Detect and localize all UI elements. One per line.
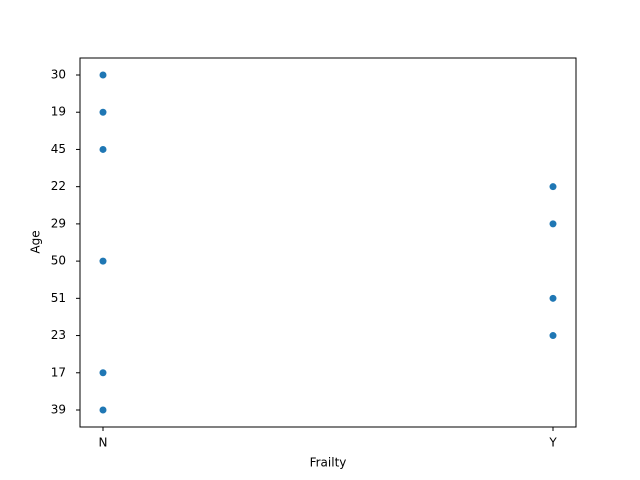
y-tick-label: 39 <box>51 403 66 417</box>
y-axis-label: Age <box>29 230 43 253</box>
x-axis-label: Frailty <box>310 456 347 470</box>
y-tick-label: 50 <box>51 254 66 268</box>
point <box>99 108 107 116</box>
point <box>549 294 557 302</box>
y-tick-label: 22 <box>51 179 66 193</box>
y-tick-label: 17 <box>51 365 66 379</box>
y-tick-label: 29 <box>51 216 66 230</box>
point <box>99 406 107 414</box>
y-tick-label: 51 <box>51 291 66 305</box>
point <box>549 183 557 191</box>
point <box>549 332 557 340</box>
x-tick-label: Y <box>548 436 557 450</box>
y-tick-label: 23 <box>51 328 66 342</box>
axes-frame <box>79 57 577 428</box>
y-tick-label: 30 <box>51 68 66 82</box>
point <box>99 369 107 377</box>
point <box>99 145 107 153</box>
x-tick-label: N <box>99 436 108 450</box>
point <box>99 71 107 79</box>
point <box>549 220 557 228</box>
y-tick-label: 19 <box>51 105 66 119</box>
y-tick-label: 45 <box>51 142 66 156</box>
point <box>99 257 107 265</box>
